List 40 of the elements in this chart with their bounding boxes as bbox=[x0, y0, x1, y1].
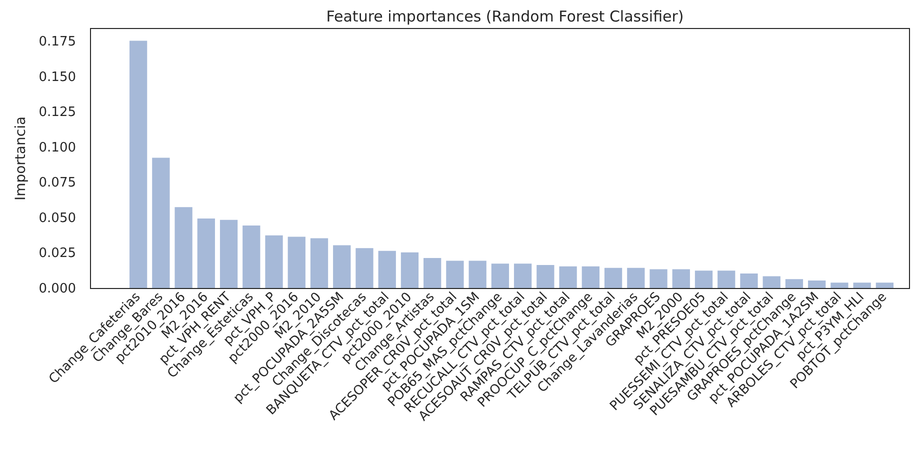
bar bbox=[446, 260, 464, 289]
bar bbox=[197, 218, 215, 289]
bar bbox=[718, 270, 736, 289]
y-tick-label: 0.000 bbox=[38, 282, 76, 296]
bar bbox=[129, 40, 148, 289]
bar bbox=[514, 264, 532, 289]
bar bbox=[536, 265, 554, 289]
bar bbox=[310, 238, 328, 289]
bar bbox=[468, 260, 486, 289]
y-tick-label: 0.025 bbox=[38, 246, 76, 262]
bar bbox=[604, 268, 622, 289]
bar bbox=[333, 245, 351, 289]
y-tick-label: 0.150 bbox=[38, 70, 76, 85]
bar bbox=[356, 248, 374, 289]
bar bbox=[242, 226, 260, 289]
bar bbox=[650, 269, 668, 289]
bar bbox=[265, 235, 283, 289]
bar bbox=[400, 252, 419, 289]
bar bbox=[627, 268, 645, 289]
bar bbox=[672, 269, 690, 289]
y-tick-label: 0.125 bbox=[38, 105, 76, 120]
y-tick-label: 0.175 bbox=[38, 34, 76, 50]
bar bbox=[288, 236, 306, 289]
bar bbox=[559, 266, 577, 289]
bar bbox=[762, 276, 780, 289]
bar bbox=[694, 270, 713, 289]
chart-title: Feature importances (Random Forest Classifier) bbox=[326, 8, 684, 26]
y-axis-title: Importancia bbox=[12, 116, 29, 201]
y-tick-label: 0.075 bbox=[38, 176, 76, 191]
bar bbox=[378, 250, 396, 289]
bar bbox=[785, 279, 804, 289]
bar bbox=[424, 258, 442, 289]
y-tick-label: 0.050 bbox=[38, 210, 76, 226]
bar bbox=[491, 264, 510, 289]
bar bbox=[582, 266, 600, 289]
bar bbox=[220, 220, 238, 289]
y-tick-label: 0.100 bbox=[38, 140, 76, 156]
bar bbox=[174, 207, 192, 289]
bar bbox=[740, 273, 758, 289]
bar bbox=[152, 158, 170, 289]
